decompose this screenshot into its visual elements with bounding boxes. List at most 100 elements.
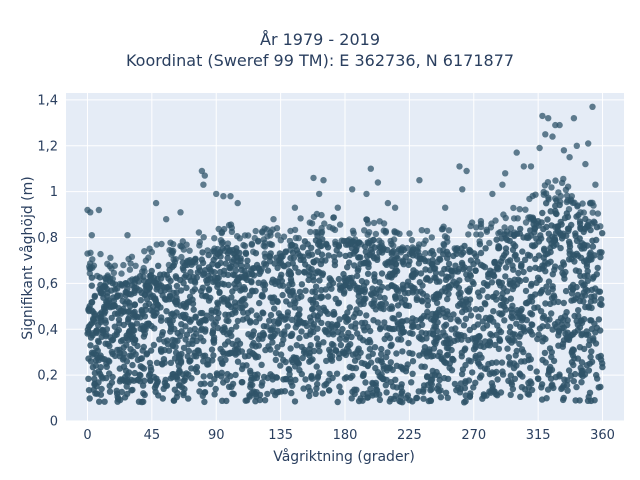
data-point: [137, 297, 144, 304]
data-point: [562, 287, 570, 295]
data-point: [404, 282, 411, 289]
data-point: [204, 247, 211, 254]
data-point: [502, 273, 509, 280]
data-point: [470, 280, 477, 287]
data-point: [422, 276, 430, 283]
data-point: [489, 190, 496, 198]
data-point: [247, 367, 254, 374]
data-point: [381, 294, 388, 302]
data-point: [336, 316, 343, 323]
data-point: [187, 269, 194, 276]
data-point: [504, 345, 511, 352]
data-point: [498, 359, 506, 366]
data-point: [445, 290, 452, 298]
data-point: [384, 199, 392, 207]
data-point: [177, 209, 184, 216]
data-point: [390, 395, 398, 403]
data-point: [467, 312, 475, 319]
y-tick-label: 1,4: [37, 93, 58, 108]
data-point: [433, 368, 440, 376]
data-point: [481, 338, 489, 345]
x-tick-label: 360: [590, 428, 615, 443]
data-point: [288, 316, 296, 323]
data-point: [267, 294, 274, 301]
data-point: [543, 316, 550, 324]
data-point: [595, 316, 603, 323]
data-point: [480, 325, 487, 332]
data-point: [488, 279, 496, 286]
data-point: [427, 379, 434, 387]
data-point: [479, 262, 487, 270]
data-point: [274, 344, 281, 351]
data-point: [529, 331, 536, 338]
data-point: [234, 258, 241, 265]
data-point: [117, 338, 125, 345]
data-point: [344, 276, 352, 284]
data-point: [371, 344, 379, 351]
data-point: [323, 357, 330, 365]
data-point: [306, 345, 313, 353]
data-point: [472, 306, 479, 313]
data-point: [428, 261, 435, 268]
data-point: [349, 227, 357, 234]
data-point: [363, 190, 370, 198]
data-point: [397, 294, 404, 301]
data-point: [288, 389, 295, 397]
data-point: [318, 319, 325, 327]
data-point: [252, 318, 260, 326]
data-point: [522, 206, 529, 213]
data-point: [399, 285, 406, 292]
data-point: [582, 286, 589, 293]
x-tick-label: 180: [333, 428, 358, 443]
data-point: [190, 306, 197, 313]
data-point: [269, 226, 276, 233]
data-point: [387, 342, 394, 350]
data-point: [458, 349, 465, 356]
data-point: [129, 335, 136, 343]
data-point: [178, 253, 185, 261]
data-point: [443, 344, 451, 352]
data-point: [262, 261, 270, 268]
data-point: [182, 374, 189, 381]
data-point: [267, 327, 274, 334]
data-point: [492, 341, 499, 349]
data-point: [286, 301, 294, 308]
data-point: [576, 297, 583, 305]
data-point: [349, 280, 357, 287]
data-point: [522, 287, 530, 295]
data-point: [450, 311, 457, 318]
data-point: [293, 342, 300, 349]
data-point: [551, 223, 559, 231]
data-point: [452, 325, 459, 332]
data-point: [227, 221, 235, 228]
data-point: [316, 190, 323, 198]
data-point: [238, 266, 245, 274]
data-point: [163, 216, 170, 223]
data-point: [436, 306, 443, 313]
data-point: [441, 374, 448, 382]
data-point: [436, 376, 443, 384]
data-point: [308, 372, 315, 380]
data-point: [477, 217, 485, 225]
y-tick-label: 0,6: [37, 277, 58, 292]
data-point: [518, 346, 526, 353]
data-point: [320, 304, 327, 311]
data-point: [244, 257, 251, 264]
data-point: [124, 318, 132, 326]
data-point: [302, 350, 310, 357]
data-point: [564, 377, 571, 384]
data-point: [151, 295, 158, 303]
data-point: [517, 393, 524, 400]
data-point: [181, 303, 188, 310]
data-point: [159, 395, 166, 402]
data-point: [378, 270, 386, 277]
data-point: [522, 219, 530, 226]
data-point: [114, 393, 121, 401]
data-point: [306, 219, 313, 226]
data-point: [549, 326, 556, 333]
data-point: [585, 331, 592, 338]
data-point: [456, 163, 463, 170]
data-point: [539, 209, 546, 217]
data-point: [296, 366, 303, 374]
data-point: [552, 210, 559, 217]
